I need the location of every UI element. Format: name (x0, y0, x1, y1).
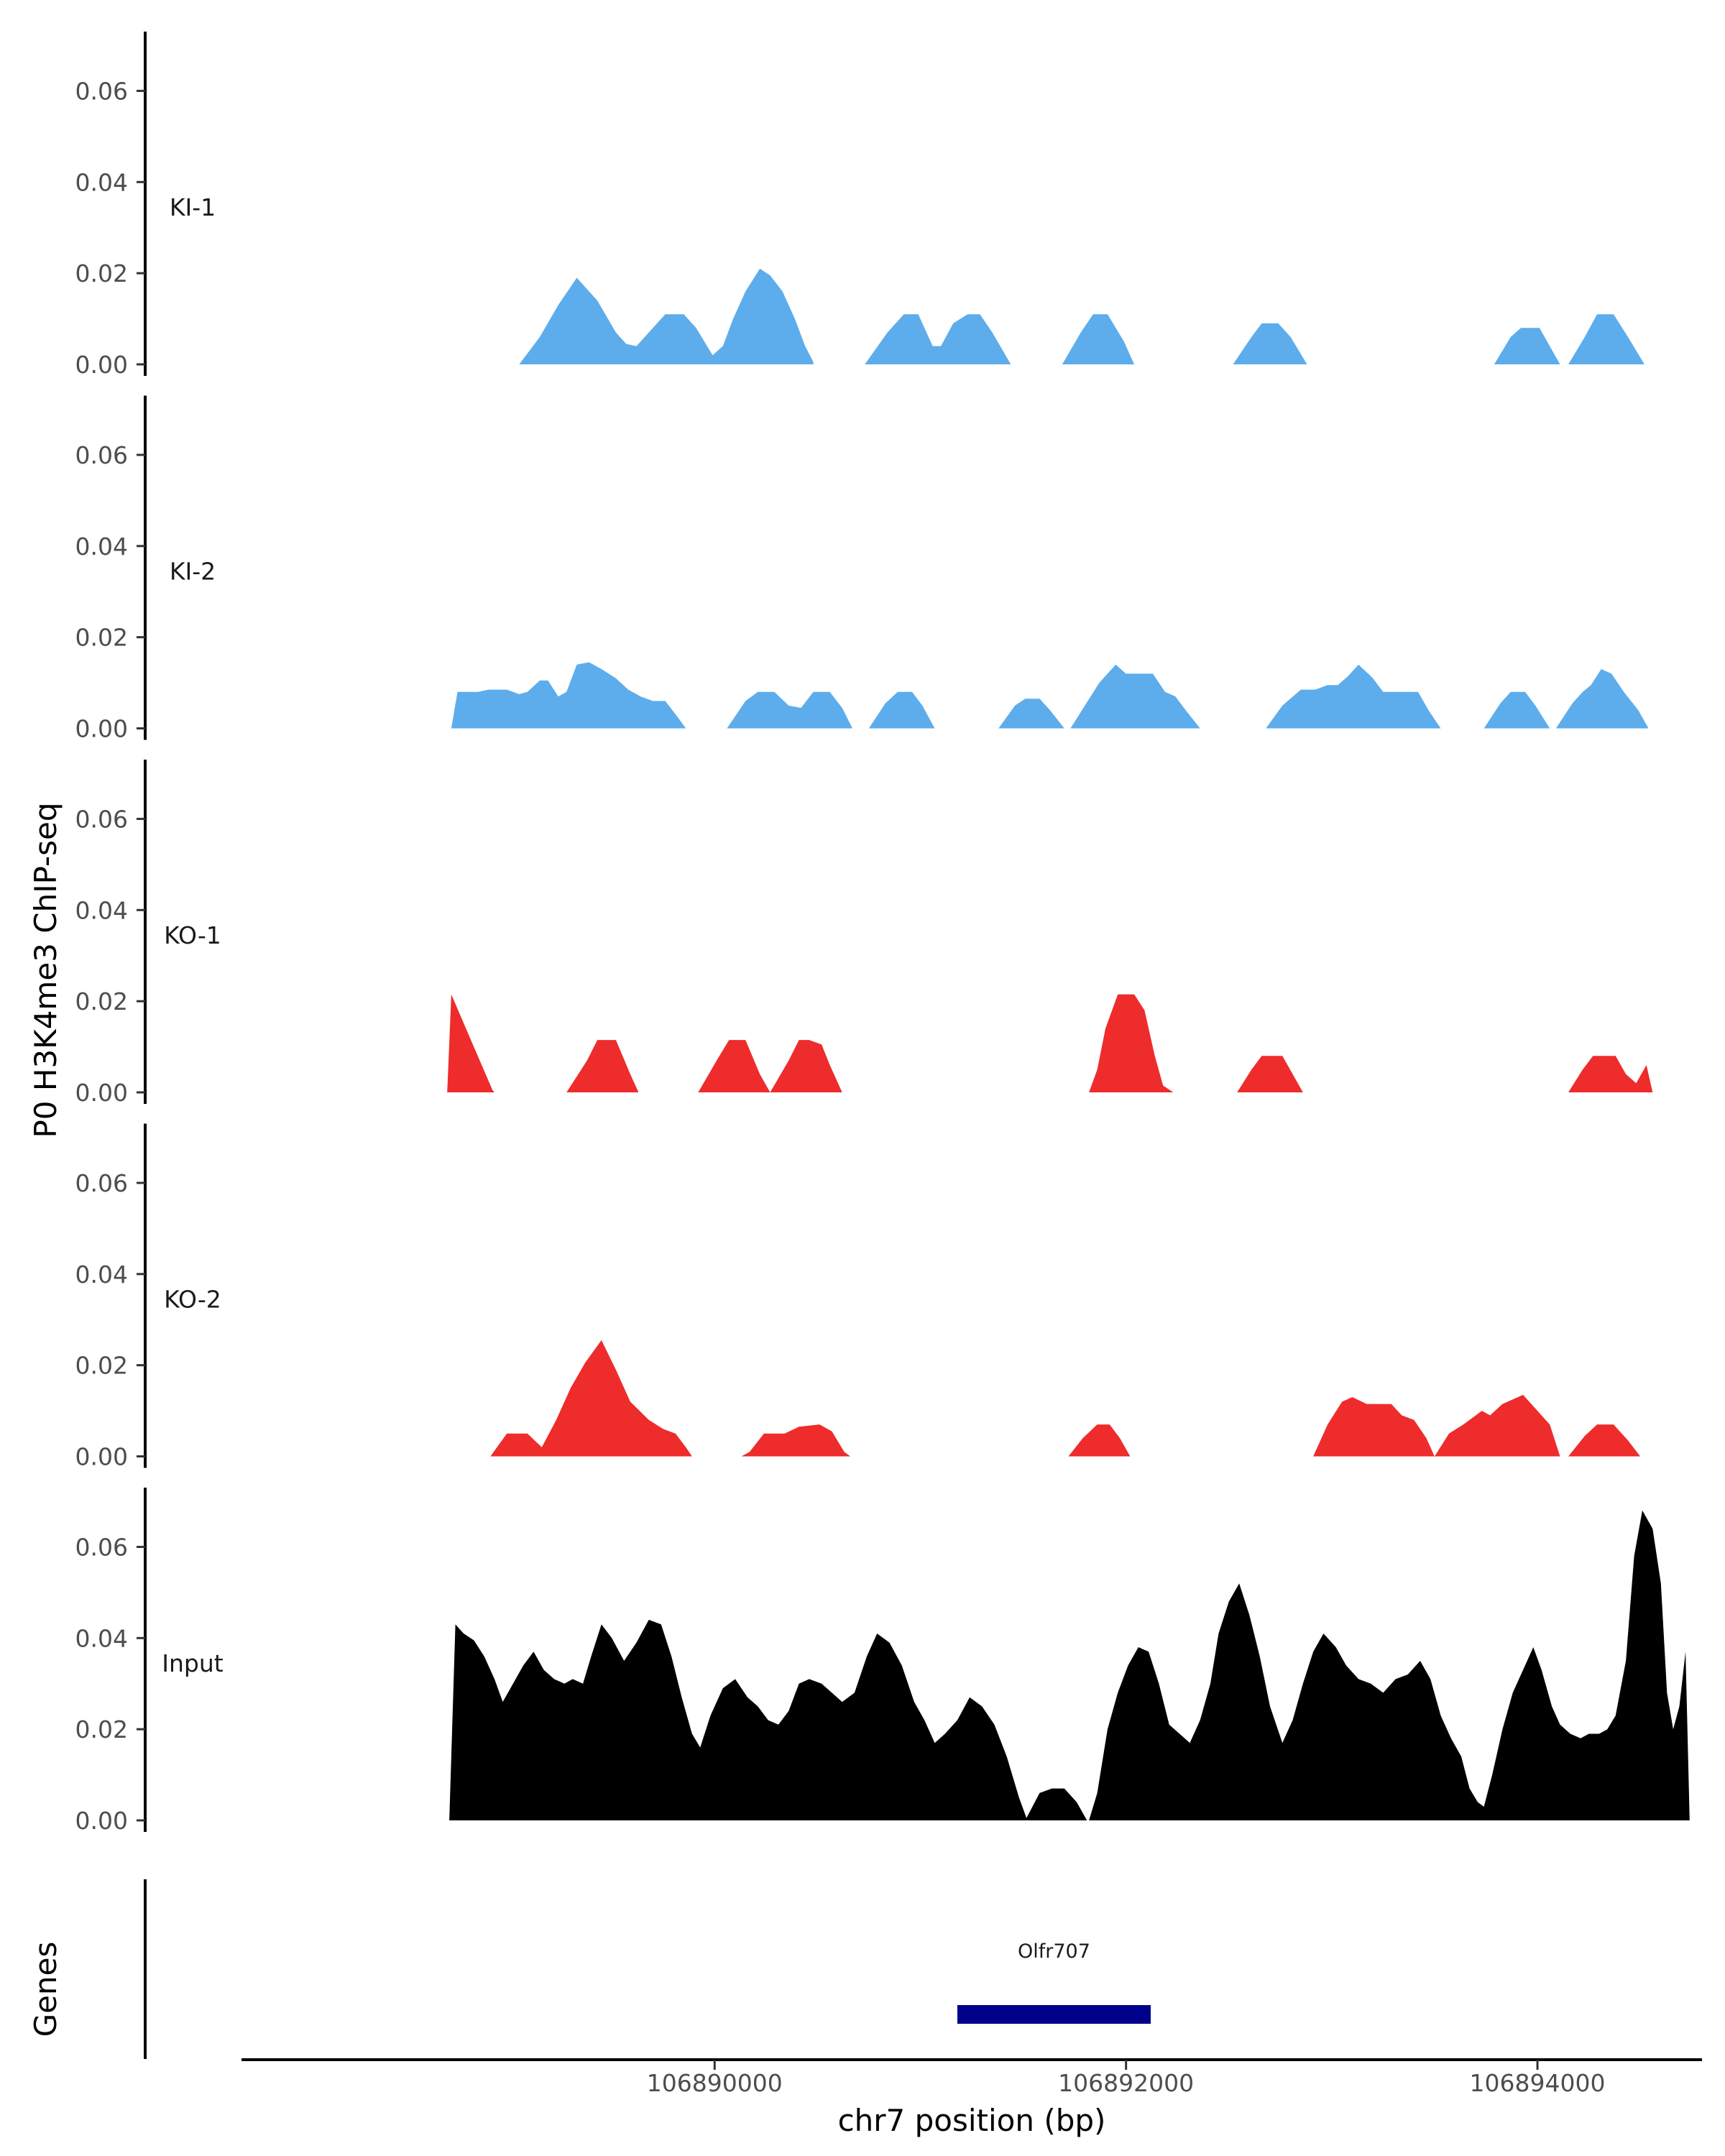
signal-peak-ko-2 (1434, 1394, 1560, 1457)
signal-peak-ki-2 (1484, 691, 1550, 729)
y-tick-label-ko-1: 0.06 (75, 805, 128, 833)
y-tick-label-ko-1: 0.04 (75, 896, 128, 924)
x-tick-label: 106894000 (1470, 2069, 1606, 2097)
signal-peak-ki-2 (998, 699, 1064, 729)
signal-peak-ki-1 (519, 268, 814, 364)
signal-peak-ko-1 (1237, 1056, 1303, 1092)
y-tick-label-input: 0.02 (75, 1715, 128, 1743)
y-axis-title: P0 H3K4me3 ChIP-seq (28, 802, 63, 1138)
y-tick-label-ki-2: 0.06 (75, 441, 128, 469)
track-ko-1: 0.00 0.02 0.04 0.06 KO-1 (75, 760, 1653, 1107)
y-tick-label-ko-1: 0.00 (75, 1079, 128, 1107)
y-tick-label-ko-2: 0.04 (75, 1261, 128, 1289)
y-tick-label-ki-1: 0.06 (75, 77, 128, 105)
x-tick-label: 106890000 (647, 2069, 783, 2097)
signal-peak-ki-1 (1494, 328, 1560, 364)
gene-track: Genes Olfr707 (28, 1879, 1151, 2059)
track-label-ki-2: KI-2 (170, 558, 216, 586)
signal-peak-ki-2 (451, 662, 686, 729)
x-axis-title: chr7 position (bp) (838, 2103, 1106, 2138)
y-tick-label-ki-2: 0.00 (75, 715, 128, 743)
track-ki-2: 0.00 0.02 0.04 0.06 KI-2 (75, 395, 1649, 743)
y-tick-label-ki-1: 0.04 (75, 168, 128, 196)
signal-peak-ki-2 (1555, 669, 1649, 729)
signal-peak-ko-2 (490, 1340, 692, 1457)
track-label-ko-1: KO-1 (164, 921, 221, 949)
y-tick-label-ko-2: 0.00 (75, 1443, 128, 1471)
x-axis: 106890000 106892000 106894000 (242, 2058, 1702, 2097)
track-ko-2: 0.00 0.02 0.04 0.06 KO-2 (75, 1123, 1641, 1471)
signal-peak-ki-2 (727, 691, 852, 729)
y-tick-label-ki-2: 0.04 (75, 533, 128, 561)
y-tick-label-ko-2: 0.06 (75, 1169, 128, 1197)
y-tick-label-input: 0.06 (75, 1533, 128, 1561)
gene-track-title: Genes (28, 1942, 63, 2037)
track-ki-1: 0.00 0.02 0.04 0.06 KI-1 (75, 32, 1644, 379)
signal-peak-ko-2 (741, 1424, 851, 1457)
y-tick-label-ki-1: 0.00 (75, 351, 128, 379)
y-tick-label-ko-1: 0.02 (75, 987, 128, 1015)
signal-peak-ko-1 (770, 1040, 842, 1092)
track-label-input: Input (162, 1649, 224, 1677)
signal-peak-ko-2 (1313, 1397, 1435, 1457)
signal-peak-input (1089, 1510, 1690, 1820)
gene-bar (957, 2005, 1151, 2024)
signal-peak-ko-2 (1568, 1424, 1641, 1457)
track-label-ki-1: KI-1 (170, 193, 216, 221)
signal-peak-ko-1 (1089, 994, 1174, 1092)
y-tick-label-ki-1: 0.02 (75, 259, 128, 287)
y-tick-label-input: 0.00 (75, 1807, 128, 1835)
y-tick-label-ko-2: 0.02 (75, 1352, 128, 1380)
signal-peak-ko-1 (447, 994, 494, 1092)
signal-peak-input (1025, 1788, 1087, 1820)
track-label-ko-2: KO-2 (164, 1286, 221, 1314)
track-input: 0.00 0.02 0.04 0.06 Input (75, 1488, 1690, 1835)
signal-peak-ki-2 (1070, 664, 1200, 729)
signal-peak-ki-1 (1568, 314, 1644, 364)
signal-peak-input (449, 1619, 1028, 1820)
signal-peak-ki-1 (865, 314, 1011, 364)
signal-tracks: 0.00 0.02 0.04 0.06 KI-1 0.00 0.02 0.04 0.06 KI-2… (75, 32, 1690, 1835)
signal-peak-ko-1 (1568, 1056, 1653, 1092)
signal-peak-ki-1 (1062, 314, 1135, 364)
signal-peak-ko-1 (566, 1040, 639, 1092)
signal-peak-ko-1 (698, 1040, 770, 1092)
signal-peak-ko-2 (1068, 1424, 1131, 1457)
x-tick-label: 106892000 (1058, 2069, 1194, 2097)
y-tick-label-input: 0.04 (75, 1624, 128, 1652)
gene-label: Olfr707 (1018, 1940, 1090, 1963)
signal-peak-ki-1 (1233, 323, 1307, 364)
signal-peak-ki-2 (868, 691, 935, 729)
y-tick-label-ki-2: 0.02 (75, 624, 128, 652)
signal-peak-ki-2 (1266, 664, 1441, 729)
